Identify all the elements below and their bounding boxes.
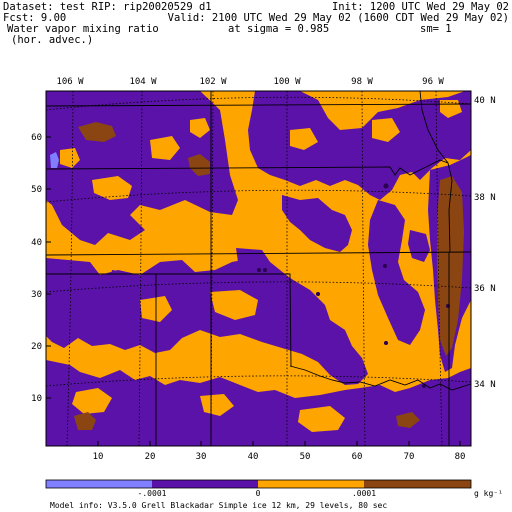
lon-label: 98 W <box>351 77 373 87</box>
y-tick-label: 60 <box>31 133 42 143</box>
point-markers <box>257 183 450 388</box>
map-frame <box>45 90 472 447</box>
axis-ticks <box>46 136 461 446</box>
x-tick-label: 70 <box>404 452 415 462</box>
x-tick-label: 60 <box>352 452 363 462</box>
y-tick-label: 20 <box>31 342 42 352</box>
lon-label: 104 W <box>129 77 157 87</box>
x-tick-label: 80 <box>455 452 466 462</box>
y-tick-label: 30 <box>31 290 42 300</box>
lat-label: 34 N <box>474 380 496 390</box>
dataset-label: Dataset: test RIP: rip20020529 d1 <box>3 1 212 13</box>
legend-label: -.0001 <box>138 489 167 498</box>
positive-tendency-islands <box>60 100 462 432</box>
x-tick-label: 10 <box>93 452 104 462</box>
forecast-hour-label: Fcst: 9.00 <box>3 12 66 24</box>
y-grid-labels: 10 20 30 40 50 60 <box>31 133 42 404</box>
y-tick-label: 40 <box>31 238 42 248</box>
legend-swatch-orange <box>258 480 364 488</box>
x-tick-label: 40 <box>248 452 259 462</box>
legend-frame <box>45 479 472 489</box>
legend-swatch-brown <box>364 480 471 488</box>
field-name-label: Water vapor mixing ratio <box>7 23 159 35</box>
lon-label: 106 W <box>56 77 84 87</box>
x-tick-label: 30 <box>196 452 207 462</box>
legend-label: 0 <box>256 489 261 498</box>
map-plot <box>45 90 472 447</box>
lat-label: 40 N <box>474 96 496 106</box>
sigma-level-label: at sigma = 0.985 <box>228 23 329 35</box>
x-grid-labels: 10 20 30 40 50 60 70 80 <box>93 452 466 462</box>
state-boundaries <box>45 90 472 446</box>
init-time-label: Init: 1200 UTC Wed 29 May 02 <box>332 1 509 13</box>
y-tick-label: 10 <box>31 394 42 404</box>
legend-label: .0001 <box>352 489 376 498</box>
legend-swatch-purple <box>152 480 258 488</box>
field-subtitle-label: (hor. advec.) <box>11 34 93 46</box>
color-legend: -.0001 0 .0001 g kg⁻¹ <box>45 479 503 498</box>
longitude-labels: 106 W 104 W 102 W 100 W 98 W 96 W <box>56 77 444 87</box>
latitude-labels: 40 N 38 N 36 N 34 N <box>474 96 496 390</box>
model-info-label: Model info: V3.5.0 Grell Blackadar Simpl… <box>50 501 387 510</box>
x-tick-label: 50 <box>300 452 311 462</box>
lon-label: 100 W <box>273 77 301 87</box>
legend-swatch-light-blue <box>46 480 152 488</box>
legend-unit: g kg⁻¹ <box>474 489 503 498</box>
x-tick-label: 20 <box>145 452 156 462</box>
smoothing-label: sm= 1 <box>420 23 452 35</box>
lon-label: 96 W <box>422 77 444 87</box>
high-positive-regions <box>74 122 464 430</box>
lat-label: 36 N <box>474 284 496 294</box>
lat-label: 38 N <box>474 193 496 203</box>
lon-label: 102 W <box>199 77 227 87</box>
valid-time-label: Valid: 2100 UTC Wed 29 May 02 (1600 CDT … <box>168 12 509 24</box>
y-tick-label: 50 <box>31 185 42 195</box>
strong-negative-region <box>50 152 59 168</box>
